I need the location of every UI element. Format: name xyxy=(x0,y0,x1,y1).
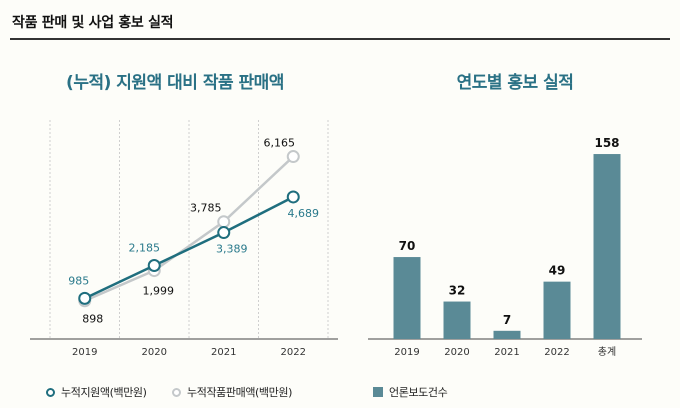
legend-sales-marker xyxy=(172,387,181,397)
sales-data-label: 6,165 xyxy=(264,137,296,150)
support-data-label: 985 xyxy=(68,274,89,287)
line-x-tick-label: 2022 xyxy=(281,347,306,358)
line-chart-title: (누적) 지원액 대비 작품 판매액 xyxy=(66,73,284,93)
press-bar-value-label: 158 xyxy=(594,136,619,150)
support-point xyxy=(147,258,161,272)
press-bar xyxy=(493,330,521,339)
title-divider xyxy=(10,38,670,40)
sales-point xyxy=(286,150,300,164)
support-point xyxy=(286,190,300,204)
support-point xyxy=(217,226,231,240)
bar-x-tick-label: 총계 xyxy=(598,346,616,358)
legend-press-marker xyxy=(373,387,383,397)
legend-support: 누적지원액(백만원) xyxy=(46,384,147,400)
support-data-label: 2,185 xyxy=(129,241,161,254)
line-x-tick-label: 2021 xyxy=(211,347,236,358)
press-bar xyxy=(393,257,421,339)
bar-x-tick-label: 2022 xyxy=(544,347,569,358)
support-data-label: 4,689 xyxy=(288,207,320,220)
press-bar xyxy=(593,154,621,339)
sales-data-label: 1,999 xyxy=(143,285,175,298)
sales-data-label: 898 xyxy=(82,313,103,326)
support-data-label: 3,389 xyxy=(216,243,248,256)
legend-sales-label: 누적작품판매액(백만원) xyxy=(187,386,292,399)
sales-point xyxy=(217,215,231,229)
press-bar-value-label: 32 xyxy=(449,284,466,298)
line-x-tick-label: 2020 xyxy=(142,347,167,358)
line-x-tick-label: 2019 xyxy=(72,347,97,358)
sales-data-label: 3,785 xyxy=(190,202,222,215)
bar-x-tick-label: 2020 xyxy=(444,347,469,358)
legend-press: 언론보도건수 xyxy=(373,384,448,400)
press-bar-value-label: 49 xyxy=(549,264,566,278)
press-bar-value-label: 70 xyxy=(399,239,416,253)
sales-series-line xyxy=(84,155,295,302)
bar-chart-title: 연도별 홍보 실적 xyxy=(456,73,574,93)
bar-x-tick-label: 2021 xyxy=(494,347,519,358)
legend-press-label: 언론보도건수 xyxy=(389,386,448,399)
bar-chart: 70 2019 32 2020 7 2021 49 2022 158 총계 xyxy=(368,136,642,358)
support-point xyxy=(78,291,92,305)
press-bar-value-label: 7 xyxy=(503,313,511,327)
press-bar xyxy=(443,301,471,339)
support-series-line xyxy=(84,195,294,300)
legend-sales: 누적작품판매액(백만원) xyxy=(172,384,292,400)
line-chart: 2019 2020 2021 2022 985 2,185 3,389 4,689 898 1,9… xyxy=(30,120,338,358)
legend-support-marker xyxy=(46,387,55,397)
bar-x-tick-label: 2019 xyxy=(394,347,419,358)
press-bar xyxy=(543,281,571,339)
page-title: 작품 판매 및 사업 홍보 실적 xyxy=(12,15,174,31)
legend-support-label: 누적지원액(백만원) xyxy=(61,386,147,399)
